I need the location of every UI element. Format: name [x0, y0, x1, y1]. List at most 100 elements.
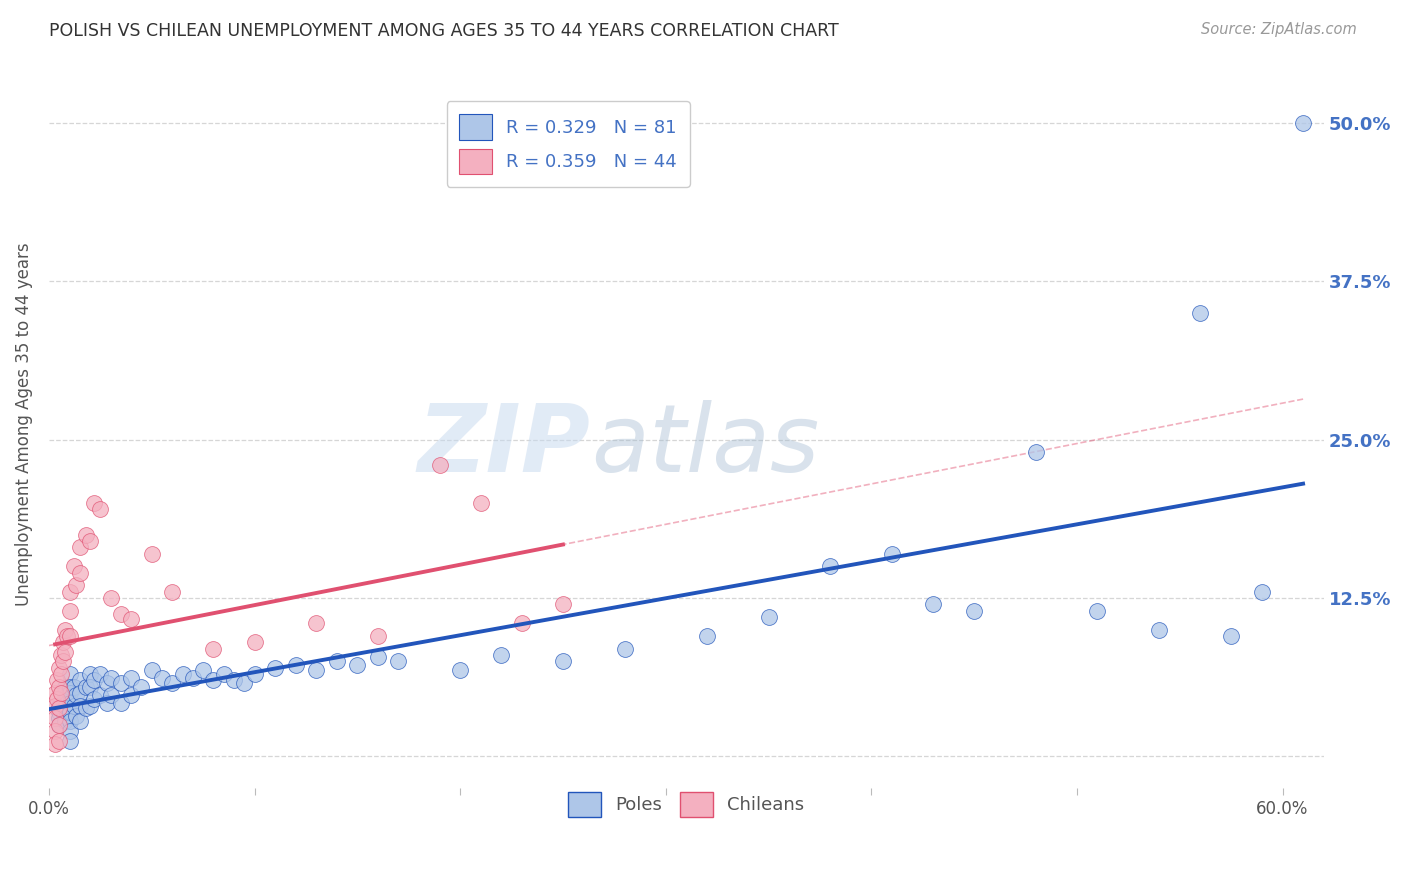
Point	[55, 692, 77, 706]
Point	[963, 603, 986, 617]
Point	[62, 698, 84, 713]
Point	[100, 591, 122, 605]
Point	[191, 663, 214, 677]
Point	[48, 717, 70, 731]
Point	[89, 689, 111, 703]
Point	[44, 686, 66, 700]
Point	[75, 680, 97, 694]
Point	[141, 547, 163, 561]
Point	[48, 711, 70, 725]
Point	[1251, 584, 1274, 599]
Point	[202, 673, 225, 688]
Point	[79, 666, 101, 681]
Point	[58, 734, 80, 748]
Point	[79, 533, 101, 548]
Point	[48, 698, 70, 713]
Point	[75, 701, 97, 715]
Point	[52, 635, 75, 649]
Text: Source: ZipAtlas.com: Source: ZipAtlas.com	[1201, 22, 1357, 37]
Point	[89, 502, 111, 516]
Point	[58, 603, 80, 617]
Point	[367, 629, 389, 643]
Point	[1147, 623, 1170, 637]
Point	[51, 686, 73, 700]
Point	[100, 671, 122, 685]
Point	[58, 666, 80, 681]
Point	[346, 658, 368, 673]
Point	[243, 666, 266, 681]
Point	[162, 584, 184, 599]
Point	[367, 650, 389, 665]
Point	[89, 666, 111, 681]
Point	[110, 675, 132, 690]
Point	[55, 623, 77, 637]
Point	[58, 705, 80, 719]
Point	[69, 714, 91, 728]
Point	[65, 578, 87, 592]
Point	[551, 597, 574, 611]
Point	[48, 660, 70, 674]
Point	[48, 680, 70, 694]
Point	[44, 711, 66, 725]
Point	[880, 547, 903, 561]
Point	[202, 641, 225, 656]
Point	[1087, 603, 1109, 617]
Point	[69, 686, 91, 700]
Point	[48, 734, 70, 748]
Point	[100, 689, 122, 703]
Point	[69, 673, 91, 688]
Point	[922, 597, 945, 611]
Y-axis label: Unemployment Among Ages 35 to 44 years: Unemployment Among Ages 35 to 44 years	[15, 242, 32, 606]
Point	[51, 666, 73, 681]
Point	[62, 680, 84, 694]
Point	[52, 698, 75, 713]
Point	[58, 584, 80, 599]
Point	[233, 675, 256, 690]
Point	[326, 654, 349, 668]
Point	[58, 680, 80, 694]
Point	[58, 629, 80, 643]
Point	[470, 496, 492, 510]
Point	[55, 701, 77, 715]
Point	[52, 654, 75, 668]
Point	[69, 698, 91, 713]
Point	[758, 610, 780, 624]
Point	[69, 540, 91, 554]
Point	[79, 698, 101, 713]
Point	[818, 559, 841, 574]
Point	[75, 527, 97, 541]
Point	[222, 673, 245, 688]
Point	[696, 629, 718, 643]
Point	[58, 723, 80, 738]
Point	[69, 566, 91, 580]
Point	[56, 629, 79, 643]
Point	[141, 663, 163, 677]
Point	[44, 737, 66, 751]
Point	[510, 616, 533, 631]
Point	[55, 680, 77, 694]
Point	[79, 680, 101, 694]
Point	[48, 701, 70, 715]
Point	[212, 666, 235, 681]
Point	[58, 686, 80, 700]
Point	[62, 559, 84, 574]
Point	[65, 689, 87, 703]
Point	[264, 660, 287, 674]
Point	[162, 675, 184, 690]
Point	[96, 696, 118, 710]
Point	[48, 705, 70, 719]
Text: POLISH VS CHILEAN UNEMPLOYMENT AMONG AGES 35 TO 44 YEARS CORRELATION CHART: POLISH VS CHILEAN UNEMPLOYMENT AMONG AGE…	[49, 22, 839, 40]
Point	[305, 663, 328, 677]
Point	[120, 689, 142, 703]
Point	[131, 680, 153, 694]
Point	[58, 714, 80, 728]
Point	[305, 616, 328, 631]
Point	[65, 708, 87, 723]
Point	[52, 705, 75, 719]
Point	[83, 673, 105, 688]
Legend: Poles, Chileans: Poles, Chileans	[560, 782, 813, 826]
Point	[181, 671, 204, 685]
Point	[46, 673, 69, 688]
Point	[55, 645, 77, 659]
Point	[551, 654, 574, 668]
